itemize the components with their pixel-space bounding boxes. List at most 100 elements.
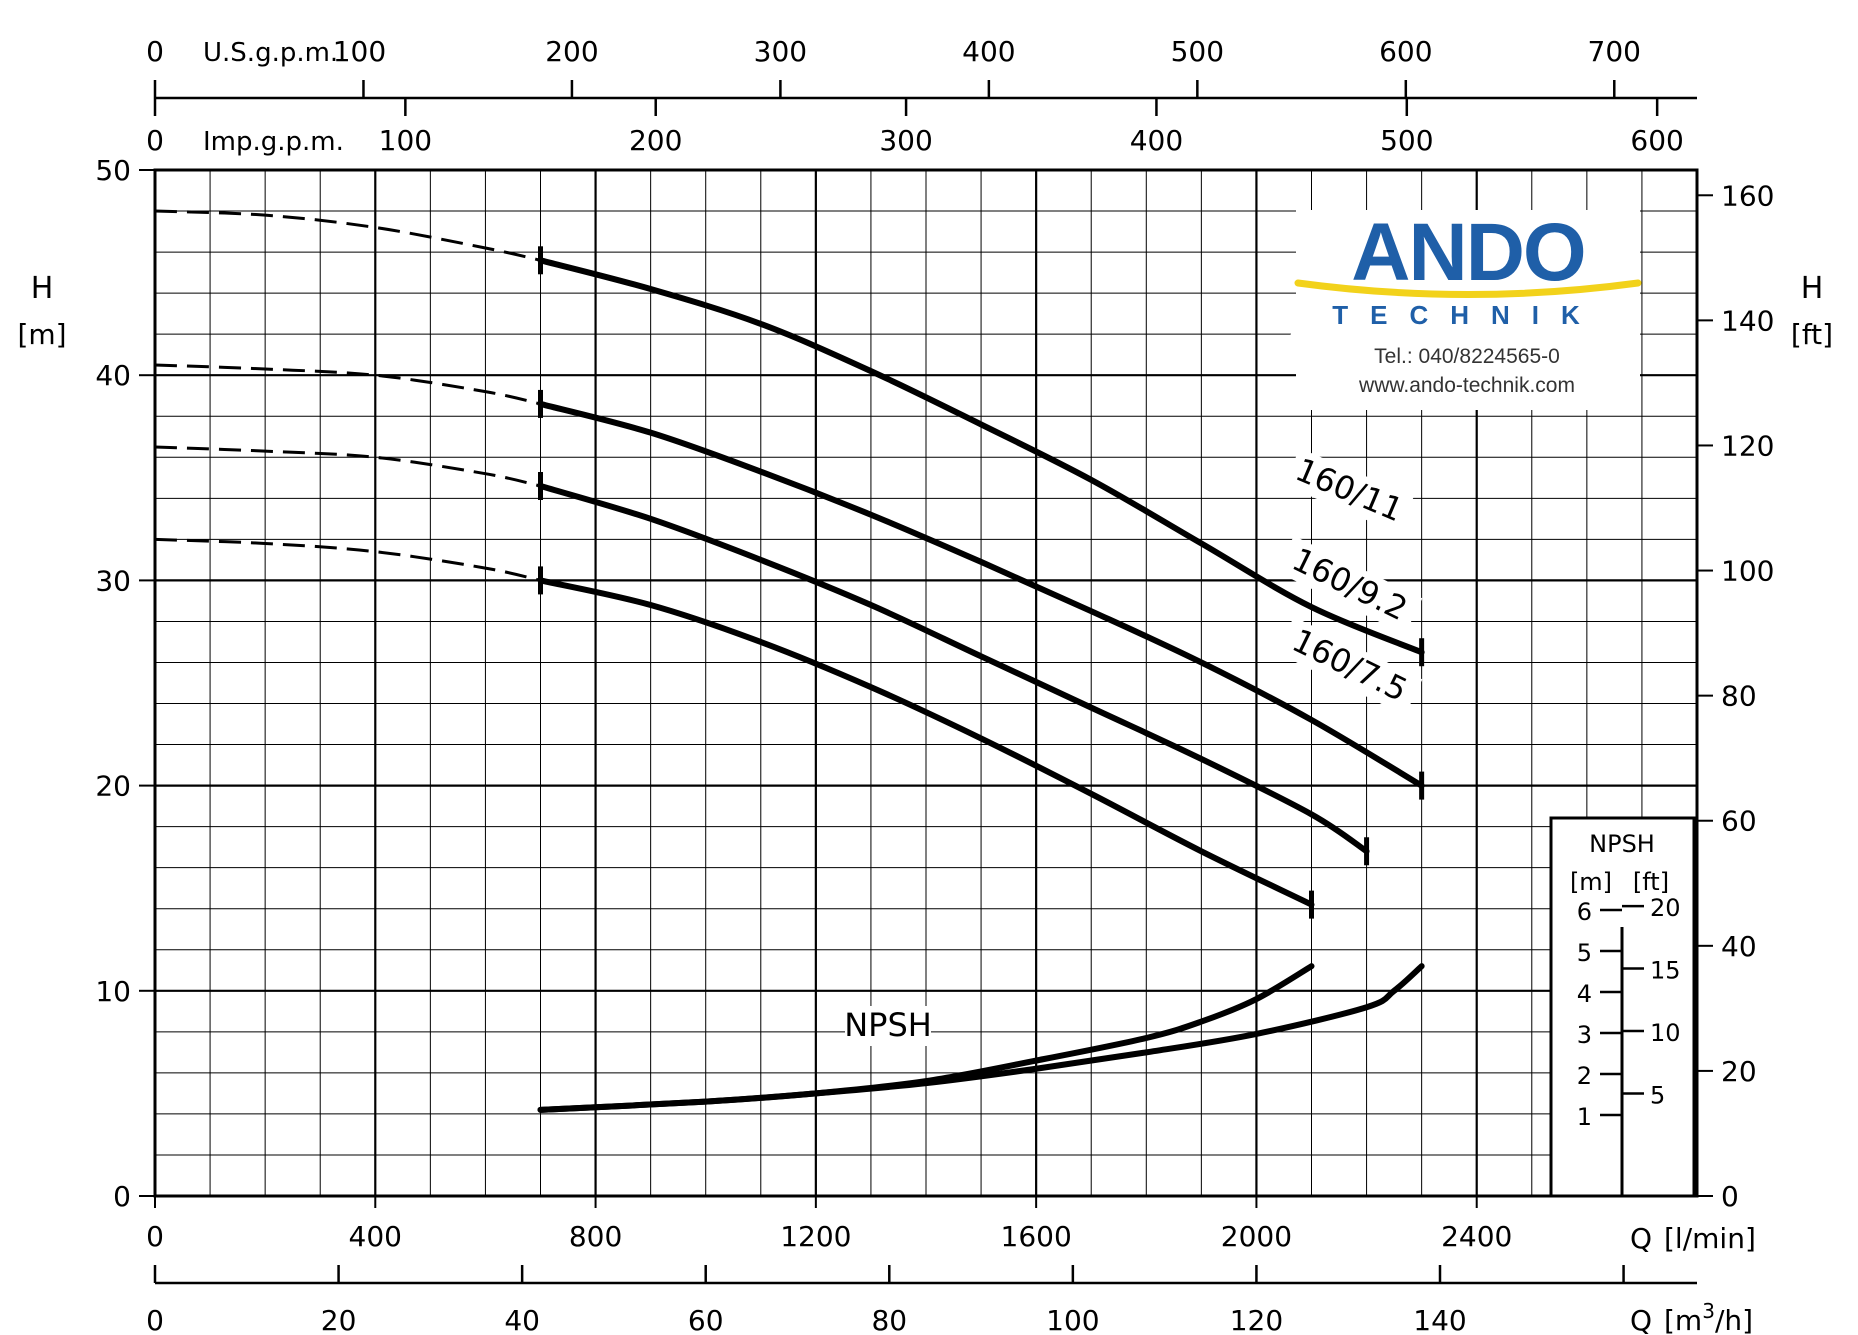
y-left-tick-label: 0	[113, 1180, 131, 1213]
y-right-tick-label: 20	[1721, 1055, 1757, 1088]
y-right-tick-label: 60	[1721, 805, 1757, 838]
logo-website: www.ando-technik.com	[1358, 374, 1575, 397]
curve-160-9-2-solid	[537, 483, 1370, 855]
npsh-ft-tick-label: 15	[1650, 957, 1681, 985]
npsh-inset-unit-m: [m]	[1570, 868, 1612, 896]
npsh-ft-tick-label: 5	[1650, 1082, 1665, 1110]
m3h-tick-label: 0	[146, 1304, 164, 1335]
m3h-tick-label: 140	[1413, 1304, 1466, 1335]
usgpm-tick-label: 700	[1588, 35, 1641, 68]
x-tick-label: 400	[349, 1220, 402, 1253]
m3h-tick-label: 120	[1230, 1304, 1283, 1335]
npsh-m-tick-label: 4	[1577, 980, 1592, 1008]
m3h-tick-label: 20	[321, 1304, 357, 1335]
npsh-inset-title: NPSH	[1589, 830, 1655, 858]
m3h-tick-label: 100	[1046, 1304, 1099, 1335]
y-left-tick-label: 40	[95, 359, 131, 392]
usgpm-tick-label: 400	[962, 35, 1015, 68]
npsh-ft-tick-label: 20	[1650, 894, 1681, 922]
curve-160-15-dashed	[154, 209, 541, 262]
y-right-axis-unit: [ft]	[1791, 318, 1833, 351]
usgpm-tick-label: 200	[545, 35, 598, 68]
curve-160-15-solid	[537, 257, 1425, 656]
curve-label: 160/11	[1290, 450, 1408, 529]
y-left-axis-unit: [m]	[17, 318, 66, 351]
y-right-tick-label: 40	[1721, 930, 1757, 963]
logo-swoosh	[1294, 279, 1642, 298]
npsh-inset-ticks: 1 2 3 4 5 6 5 10 15 20	[1577, 894, 1681, 1131]
npsh-m-tick-label: 1	[1577, 1103, 1592, 1131]
impgpm-tick-label: 0	[146, 124, 164, 157]
curve-label-bg	[1276, 616, 1423, 716]
y-right-tick-label: 140	[1721, 304, 1774, 337]
curve-label-bg	[1284, 448, 1414, 534]
ando-logo: ANDO TECHNIK Tel.: 040/8224565-0 www.and…	[1294, 207, 1642, 410]
curve-label-group: NPSH	[844, 1006, 932, 1046]
npsh-m-tick-label: 3	[1577, 1021, 1592, 1049]
y-right-tick-label: 80	[1721, 680, 1757, 713]
x-tick-label: 2000	[1221, 1220, 1292, 1253]
grid	[153, 168, 1699, 1198]
npsh-m-tick-label: 5	[1577, 939, 1592, 967]
npsh-inset-unit-ft: [ft]	[1633, 868, 1669, 896]
m3h-axis-unit: [m3/h]	[1664, 1299, 1753, 1335]
curve-label-group: 160/11	[1284, 448, 1414, 534]
usgpm-axis-label: U.S.g.p.m.	[203, 38, 338, 68]
x-tick-label: 2400	[1441, 1220, 1512, 1253]
impgpm-tick-label: 200	[629, 124, 682, 157]
npsh-inset: NPSH [m] [ft] 1 2 3 4 5 6 5 10 15 20	[1549, 816, 1696, 1198]
curve-160-7-5-dashed	[154, 537, 541, 582]
y-left-axis-label: H	[31, 271, 54, 306]
usgpm-tick-label: 100	[333, 35, 386, 68]
curve-160-7-5-solid	[537, 577, 1315, 908]
y-left-tick-label: 50	[95, 154, 131, 187]
y-right-tick-label: 120	[1721, 429, 1774, 462]
m3h-tick-label: 80	[871, 1304, 907, 1335]
y-right-tick-label: 100	[1721, 555, 1774, 588]
x-tick-label: 1600	[1001, 1220, 1072, 1253]
m3h-tick-label: 40	[504, 1304, 540, 1335]
curve-160-11-dashed	[154, 363, 541, 406]
logo-phone: Tel.: 040/8224565-0	[1374, 345, 1560, 368]
npsh-ft-tick-label: 10	[1650, 1019, 1681, 1047]
npsh-m-tick-label: 2	[1577, 1062, 1592, 1090]
m3h-axis-label: Q	[1630, 1304, 1652, 1335]
impgpm-axis-label: Imp.g.p.m.	[203, 127, 344, 157]
x-tick-label: 1200	[780, 1220, 851, 1253]
y-left-tick-label: 30	[95, 564, 131, 597]
axes: 0 400 800 1200 1600 2000 240001020304050020406…	[95, 35, 1774, 1335]
npsh-m-tick-label: 6	[1577, 898, 1592, 926]
impgpm-tick-label: 300	[879, 124, 932, 157]
curve-npsh	[537, 963, 1425, 1113]
x-axis-label: Q	[1630, 1222, 1652, 1255]
usgpm-tick-label: 300	[754, 35, 807, 68]
x-axis-unit: [l/min]	[1664, 1222, 1756, 1255]
impgpm-tick-label: 100	[379, 124, 432, 157]
logo-background	[1296, 210, 1640, 410]
logo-name: ANDO	[1351, 207, 1584, 298]
curves	[154, 209, 1425, 1113]
y-left-tick-label: 10	[95, 975, 131, 1008]
curve-label: NPSH	[844, 1006, 932, 1044]
curve-160-11-solid	[537, 400, 1425, 789]
y-right-tick-label: 160	[1721, 179, 1774, 212]
y-right-axis-label: H	[1801, 271, 1824, 306]
curve-160-9-2-dashed	[154, 445, 541, 488]
logo-subtitle: TECHNIK	[1332, 300, 1602, 330]
plot-frame	[153, 168, 1699, 1198]
usgpm-tick-label: 0	[146, 35, 164, 68]
curve-label-bg	[1276, 535, 1423, 635]
impgpm-tick-label: 400	[1130, 124, 1183, 157]
y-left-tick-label: 20	[95, 770, 131, 803]
usgpm-tick-label: 600	[1379, 35, 1432, 68]
x-tick-label: 0	[146, 1220, 164, 1253]
m3h-tick-label: 60	[688, 1304, 724, 1335]
impgpm-tick-label: 600	[1630, 124, 1683, 157]
curve-label-bg	[845, 1006, 931, 1046]
x-tick-label: 800	[569, 1220, 622, 1253]
impgpm-tick-label: 500	[1380, 124, 1433, 157]
usgpm-tick-label: 500	[1171, 35, 1224, 68]
y-right-tick-label: 0	[1721, 1180, 1739, 1213]
